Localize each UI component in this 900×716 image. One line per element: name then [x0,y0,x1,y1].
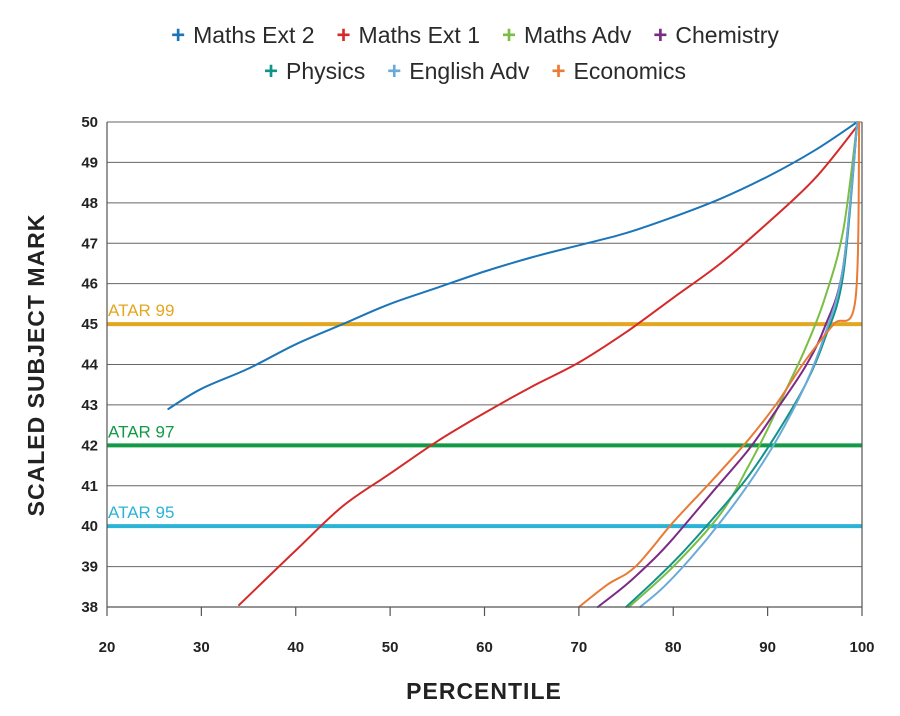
y-tick-label-50: 50 [81,114,98,131]
series-line-maths-adv [627,121,859,608]
x-tick-label-90: 90 [759,639,776,656]
tick-labels: 38 39 40 41 42 43 44 45 46 47 48 49 50 20 30 40 50 60 70 80… [81,114,874,656]
legend-label-physics: Physics [286,58,365,84]
series-line-maths-ext-1 [238,125,859,606]
series-lines [167,121,861,608]
y-axis-title: SCALED SUBJECT MARK [23,214,49,517]
legend-label-economics: Economics [574,58,686,84]
legend-item-maths-ext-2: + Maths Ext 2 [171,22,314,49]
y-tick-label-46: 46 [81,276,98,293]
y-tick-label-43: 43 [81,397,98,414]
y-tick-label-39: 39 [81,559,98,576]
legend-marker-maths-ext-1: + [337,22,351,49]
legend-marker-english-adv: + [387,58,401,85]
legend-item-maths-adv: + Maths Adv [502,22,632,49]
legend-item-physics: + Physics [264,58,365,85]
ref-label-atar-99: ATAR 99 [108,301,174,320]
x-tick-label-60: 60 [476,639,493,656]
x-tick-label-40: 40 [287,639,304,656]
series-line-english-adv [639,121,859,608]
legend-label-maths-ext-2: Maths Ext 2 [193,22,314,48]
ref-label-atar-95: ATAR 95 [108,503,174,522]
grid [107,121,862,608]
y-tick-label-47: 47 [81,235,98,252]
x-axis-title: PERCENTILE [406,678,562,704]
legend-label-english-adv: English Adv [409,58,530,84]
x-tick-label-100: 100 [849,639,874,656]
x-tick-label-50: 50 [382,639,399,656]
y-tick-label-45: 45 [81,316,98,333]
axes [106,122,863,616]
legend-marker-chemistry: + [653,22,667,49]
legend-marker-economics: + [551,58,565,85]
legend-item-economics: + Economics [551,58,686,85]
y-tick-label-41: 41 [81,478,98,495]
legend-marker-physics: + [264,58,278,85]
ref-label-atar-97: ATAR 97 [108,422,174,441]
legend-marker-maths-adv: + [502,22,516,49]
legend-item-maths-ext-1: + Maths Ext 1 [337,22,480,49]
x-tick-label-30: 30 [193,639,210,656]
legend-label-maths-adv: Maths Adv [524,22,632,48]
y-tick-label-38: 38 [81,599,98,616]
legend: + Maths Ext 2 + Maths Ext 1 + Maths Adv + Chemi… [171,22,779,85]
series-line-economics [577,121,861,608]
y-tick-label-44: 44 [81,357,98,374]
legend-item-chemistry: + Chemistry [653,22,779,49]
legend-marker-maths-ext-2: + [171,22,185,49]
legend-item-english-adv: + English Adv [387,58,530,85]
legend-label-chemistry: Chemistry [675,22,779,48]
reference-lines: ATAR 99 ATAR 97 ATAR 95 [107,301,862,529]
y-tick-label-40: 40 [81,518,98,535]
series-line-maths-ext-2 [167,121,859,410]
y-tick-label-48: 48 [81,195,98,212]
x-tick-label-80: 80 [665,639,682,656]
series-line-physics [625,121,859,608]
legend-label-maths-ext-1: Maths Ext 1 [359,22,480,48]
y-tick-label-49: 49 [81,154,98,171]
x-tick-label-70: 70 [571,639,588,656]
y-tick-label-42: 42 [81,437,98,454]
x-tick-label-20: 20 [99,639,116,656]
